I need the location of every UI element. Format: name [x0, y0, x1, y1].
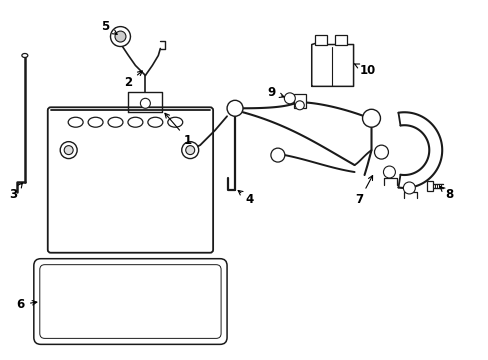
Circle shape — [383, 166, 395, 178]
Circle shape — [115, 31, 126, 42]
Circle shape — [110, 27, 130, 46]
Circle shape — [60, 141, 77, 159]
Circle shape — [284, 93, 295, 104]
Text: 10: 10 — [353, 64, 375, 77]
Ellipse shape — [147, 117, 163, 127]
Circle shape — [226, 100, 243, 116]
Circle shape — [185, 146, 194, 154]
Text: 9: 9 — [267, 86, 284, 99]
Ellipse shape — [22, 54, 28, 58]
Circle shape — [182, 141, 198, 159]
Text: 4: 4 — [238, 190, 254, 206]
Circle shape — [140, 98, 150, 108]
Text: 7: 7 — [355, 176, 372, 206]
Circle shape — [295, 101, 304, 110]
Circle shape — [374, 145, 387, 159]
FancyBboxPatch shape — [34, 259, 226, 345]
Circle shape — [362, 109, 380, 127]
Text: 2: 2 — [124, 71, 142, 89]
Circle shape — [403, 182, 414, 194]
Text: 3: 3 — [9, 183, 22, 202]
Text: 6: 6 — [17, 298, 37, 311]
Bar — [334, 35, 346, 45]
Bar — [293, 94, 305, 108]
Circle shape — [64, 146, 73, 154]
Circle shape — [270, 148, 285, 162]
Ellipse shape — [128, 117, 142, 127]
Ellipse shape — [108, 117, 122, 127]
Ellipse shape — [68, 117, 83, 127]
Circle shape — [227, 101, 242, 115]
Text: 1: 1 — [164, 113, 192, 147]
Text: 8: 8 — [439, 186, 452, 202]
FancyBboxPatch shape — [48, 107, 213, 253]
Ellipse shape — [167, 117, 183, 127]
Bar — [314, 35, 326, 45]
FancyBboxPatch shape — [40, 265, 221, 338]
Ellipse shape — [88, 117, 103, 127]
Text: 5: 5 — [101, 20, 117, 34]
Bar — [427, 181, 432, 191]
